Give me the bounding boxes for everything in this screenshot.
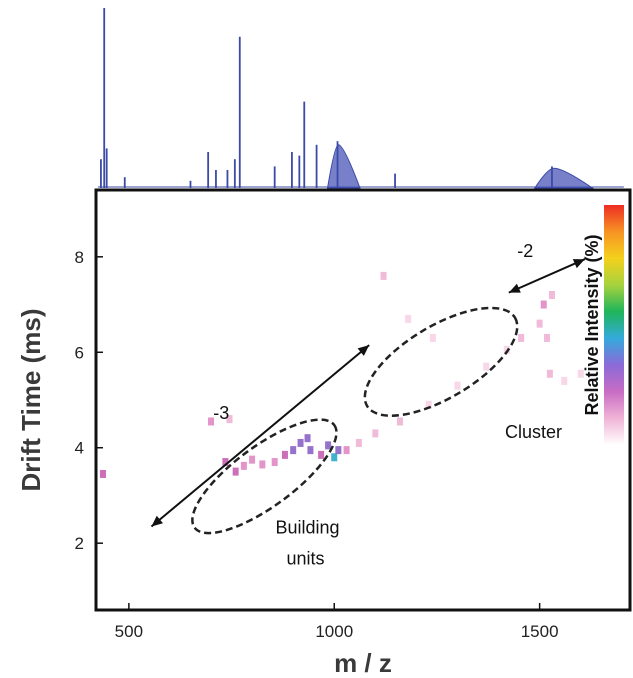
annotation-label: Building bbox=[276, 518, 340, 538]
heatmap-spot bbox=[577, 369, 584, 378]
y-tick-label: 4 bbox=[75, 439, 84, 458]
x-tick-label: 500 bbox=[115, 622, 143, 641]
heatmap-spot bbox=[259, 460, 266, 469]
heatmap-spot bbox=[335, 446, 342, 455]
dashed-ellipse bbox=[363, 306, 519, 417]
heatmap-spot bbox=[232, 467, 239, 476]
heatmap-spot bbox=[518, 333, 525, 342]
heatmap-spot bbox=[429, 333, 436, 342]
heatmap-spots bbox=[99, 271, 584, 478]
spectrum-hump bbox=[326, 144, 361, 189]
heatmap-spot bbox=[396, 417, 403, 426]
y-tick-label: 8 bbox=[75, 248, 84, 267]
heatmap-spot bbox=[405, 314, 412, 323]
heatmap-spot bbox=[546, 369, 553, 378]
mass-spectrum bbox=[98, 8, 624, 189]
x-tick-label: 1500 bbox=[521, 622, 559, 641]
heatmap-spot bbox=[318, 450, 325, 459]
heatmap-spot bbox=[271, 458, 278, 467]
heatmap-spot bbox=[544, 333, 551, 342]
heatmap-spot bbox=[425, 400, 432, 409]
annotation-label: units bbox=[286, 549, 324, 569]
heatmap-spot bbox=[483, 362, 490, 371]
heatmap-spot bbox=[343, 446, 350, 455]
heatmap-spot bbox=[355, 438, 362, 447]
heatmap-spot bbox=[380, 271, 387, 280]
heatmap-spot bbox=[208, 417, 215, 426]
spectrum-hump bbox=[533, 167, 595, 189]
heatmap-spot bbox=[325, 441, 332, 450]
heatmap-spot bbox=[297, 438, 304, 447]
arrow-head bbox=[508, 283, 521, 293]
heatmap-spot bbox=[331, 453, 338, 462]
arrow-head bbox=[572, 259, 585, 269]
heatmap-spot bbox=[240, 461, 247, 470]
heatmap-spot bbox=[249, 455, 256, 464]
annotation-label: Cluster bbox=[505, 422, 562, 442]
heatmap-spot bbox=[561, 376, 568, 385]
plot-frame bbox=[94, 188, 632, 612]
double-arrow-line bbox=[508, 258, 586, 294]
annotation-label: -2 bbox=[517, 241, 533, 261]
arrow-head bbox=[151, 515, 164, 527]
double-arrow-line bbox=[150, 344, 370, 528]
heatmap-spot bbox=[99, 469, 106, 478]
heatmap-spot bbox=[222, 458, 229, 467]
heatmap-spot bbox=[304, 434, 311, 443]
heatmap-spot bbox=[226, 415, 233, 424]
x-tick-label: 1000 bbox=[315, 622, 353, 641]
annotation-labels: -3 Building units Cluster -2 bbox=[213, 241, 562, 569]
heatmap-spot bbox=[290, 446, 297, 455]
x-axis-ticks: 500 1000 1500 bbox=[115, 603, 559, 641]
heatmap-spot bbox=[540, 300, 547, 309]
y-axis-title: Drift Time (ms) bbox=[16, 309, 46, 492]
dashed-ellipse bbox=[191, 418, 338, 535]
colorbar bbox=[604, 205, 624, 445]
heatmap-spot bbox=[454, 381, 461, 390]
y-axis-ticks: 2 4 6 8 bbox=[75, 248, 103, 553]
heatmap-spot bbox=[307, 446, 314, 455]
heatmap-spot bbox=[548, 291, 555, 299]
arrow-head bbox=[357, 345, 370, 356]
y-tick-label: 2 bbox=[75, 534, 84, 553]
x-axis-title: m / z bbox=[334, 648, 392, 678]
heatmap-spot bbox=[281, 450, 288, 459]
heatmap-spot bbox=[536, 319, 543, 328]
heatmap-spot bbox=[372, 429, 379, 438]
colorbar-label: Relative Intensity (%) bbox=[582, 234, 602, 415]
annotation-shapes bbox=[150, 258, 586, 535]
y-tick-label: 6 bbox=[75, 343, 84, 362]
annotation-label: -3 bbox=[213, 403, 229, 423]
